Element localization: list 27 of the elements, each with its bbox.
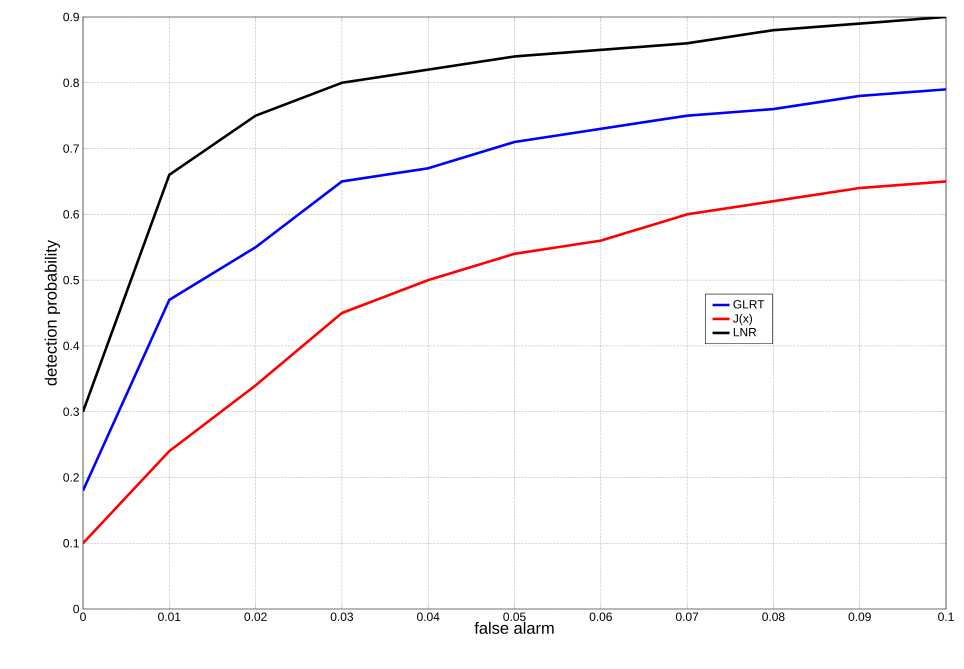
legend-label: LNR <box>734 328 756 336</box>
x-tick-label: 0.1 <box>938 612 954 621</box>
x-tick-label: 0.08 <box>762 612 785 621</box>
y-tick-label: 0.8 <box>63 78 79 88</box>
x-tick-label: 0.02 <box>244 612 267 621</box>
x-tick-label: 0.05 <box>503 612 526 621</box>
y-tick-label: 0.5 <box>63 276 79 284</box>
y-tick-label: 0 <box>73 604 80 614</box>
x-tick-label: 0.01 <box>158 612 180 621</box>
x-tick-label: 0.03 <box>330 612 354 621</box>
x-tick-label: 0.06 <box>590 612 612 621</box>
x-tick-label: 0.07 <box>676 612 698 621</box>
line-series <box>83 180 946 545</box>
x-tick-label: 0 <box>80 612 86 621</box>
x-axis-title: false alarm <box>474 622 554 634</box>
legend-label: J(x) <box>733 314 752 326</box>
y-tick-label: 0.1 <box>63 538 79 548</box>
x-tick-label: 0.04 <box>417 612 440 621</box>
legend-label: GLRT <box>733 300 764 309</box>
x-tick-label: 0.09 <box>848 612 871 621</box>
y-tick-label: 0.6 <box>63 210 79 219</box>
y-axis-title: detection probability <box>44 240 60 386</box>
y-tick-label: 0.2 <box>63 473 79 482</box>
y-tick-label: 0.3 <box>63 407 79 416</box>
y-tick-label: 0.7 <box>63 144 79 153</box>
y-tick-label: 0.9 <box>63 12 79 22</box>
y-tick-label: 0.4 <box>63 342 80 350</box>
